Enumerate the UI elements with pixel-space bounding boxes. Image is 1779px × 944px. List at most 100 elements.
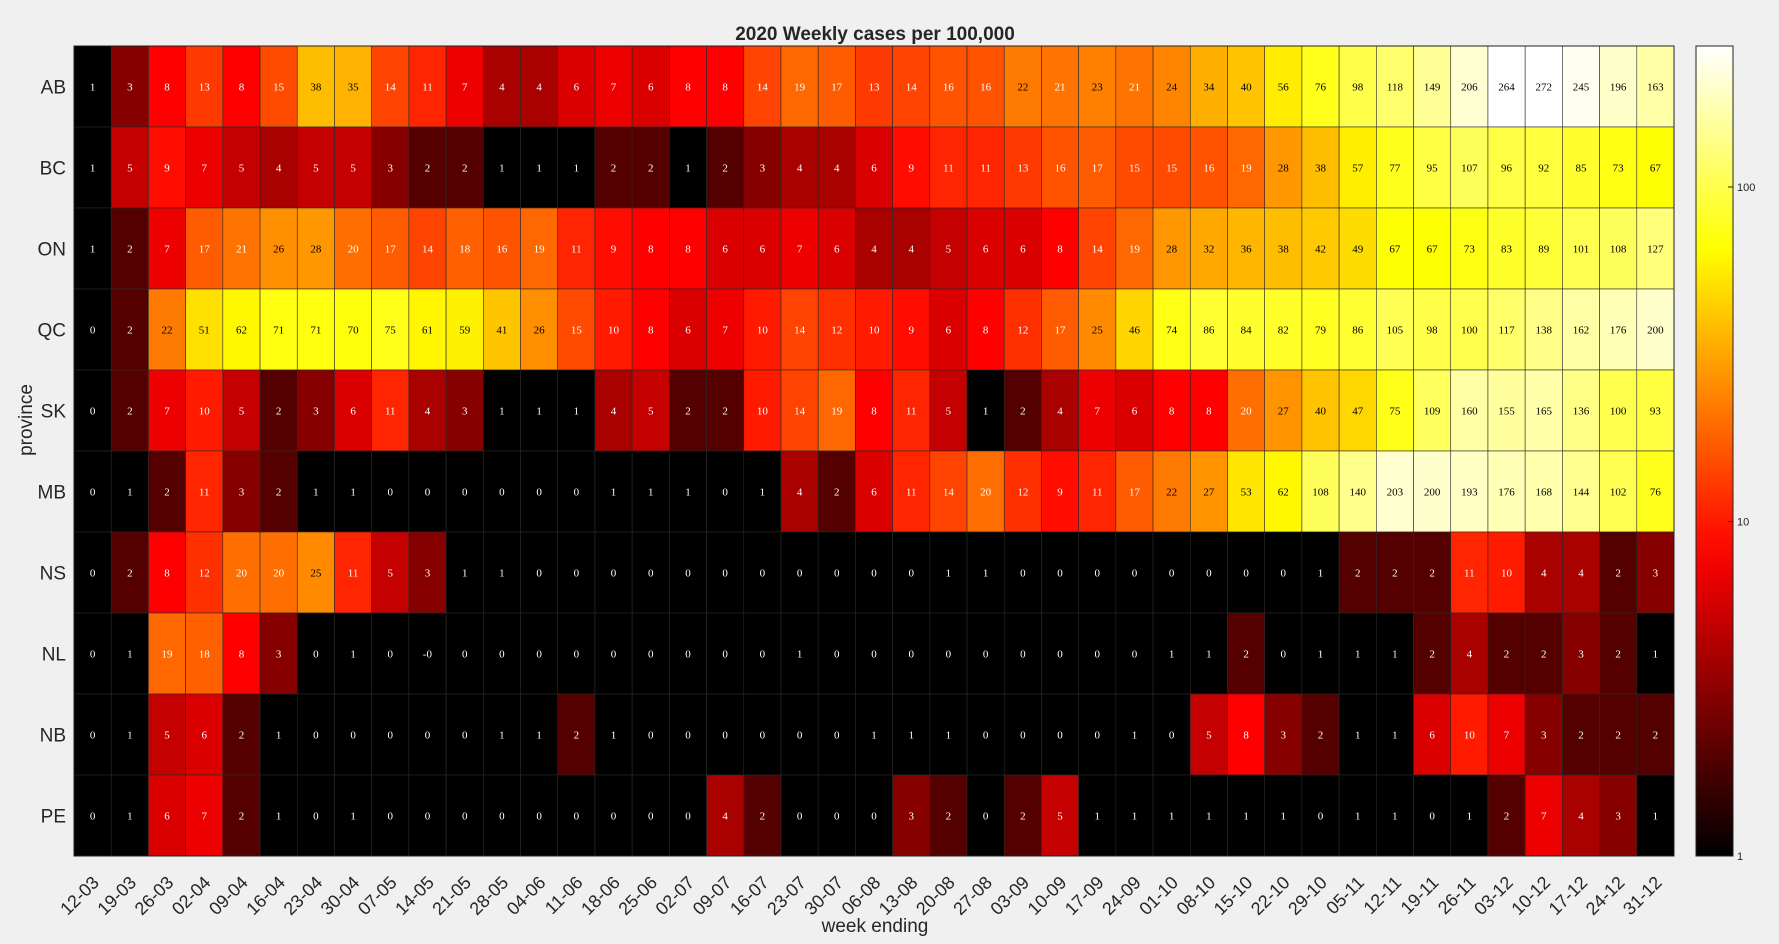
cell-value-label: 245 (1573, 82, 1590, 94)
cell-value-label: 0 (425, 811, 431, 823)
cell-value-label: 0 (313, 649, 319, 661)
heatmap-cell (1487, 531, 1526, 614)
heatmap-cell (1264, 126, 1303, 209)
cell-value-label: 1 (536, 163, 542, 175)
heatmap-cell (929, 126, 968, 209)
cell-value-label: 272 (1536, 82, 1553, 94)
heatmap-cell (1450, 531, 1489, 614)
cell-value-label: 0 (1169, 730, 1175, 742)
heatmap-cell (929, 369, 968, 452)
heatmap-cell (1041, 450, 1079, 533)
heatmap-cell (892, 288, 931, 371)
cell-value-label: 2 (1615, 568, 1621, 580)
cell-value-label: 4 (871, 244, 877, 256)
cell-value-label: 4 (536, 82, 542, 94)
cell-value-label: 1 (462, 568, 468, 580)
cell-value-label: 3 (908, 811, 914, 823)
heatmap-cell (892, 207, 931, 290)
cell-value-label: 0 (983, 649, 989, 661)
cell-value-label: 11 (906, 487, 917, 499)
heatmap-cell (743, 288, 782, 371)
chart-title: 2020 Weekly cases per 100,000 (735, 24, 1015, 45)
heatmap-cell (1003, 531, 1042, 614)
cell-value-label: 8 (685, 82, 691, 94)
heatmap-cell (483, 531, 521, 614)
cell-value-label: 1 (499, 730, 505, 742)
cell-value-label: 0 (648, 811, 654, 823)
cell-value-label: 4 (797, 163, 803, 175)
cell-value-label: 0 (90, 487, 96, 499)
heatmap-cell (222, 531, 261, 614)
cell-value-label: 57 (1352, 163, 1364, 175)
heatmap-cell (148, 207, 186, 290)
cell-value-label: 19 (831, 406, 843, 418)
heatmap-cell (73, 693, 112, 776)
cell-value-label: 56 (1278, 82, 1290, 94)
heatmap-cell (1227, 288, 1265, 371)
heatmap-cell (259, 693, 298, 776)
cell-value-label: 0 (834, 649, 840, 661)
row-tick-label: BC (40, 159, 66, 180)
cell-value-label: 16 (943, 82, 955, 94)
cell-value-label: 7 (462, 82, 468, 94)
heatmap-cell (1636, 288, 1675, 371)
heatmap-cell (855, 45, 893, 128)
cell-value-label: 2 (1504, 811, 1510, 823)
cell-value-label: 3 (276, 649, 282, 661)
cell-value-label: 6 (1020, 244, 1026, 256)
heatmap-cell (706, 288, 745, 371)
cell-value-label: 14 (1092, 244, 1104, 256)
heatmap-cell (1338, 288, 1377, 371)
cell-value-label: 1 (127, 487, 133, 499)
cell-value-label: 0 (536, 649, 542, 661)
colorbar-gradient (1695, 45, 1734, 857)
heatmap-cell (73, 531, 112, 614)
heatmap-cell (817, 369, 856, 452)
cell-value-label: 127 (1647, 244, 1664, 256)
cell-value-label: 47 (1352, 406, 1364, 418)
heatmap-cell (408, 207, 447, 290)
cell-value-label: 6 (871, 487, 877, 499)
cell-value-label: 1 (1169, 811, 1175, 823)
heatmap-cell (1301, 126, 1340, 209)
cell-value-label: 176 (1610, 325, 1627, 337)
heatmap-cell (631, 774, 670, 857)
heatmap-cell (1078, 207, 1117, 290)
cell-value-label: 7 (797, 244, 803, 256)
cell-value-label: 41 (496, 325, 507, 337)
heatmap-cell (631, 450, 670, 533)
cell-value-label: 0 (388, 487, 394, 499)
heatmap-cell (1041, 369, 1079, 452)
heatmap-cell (334, 693, 372, 776)
heatmap-cell (408, 369, 447, 452)
heatmap-cell (557, 612, 596, 695)
cell-value-label: 0 (983, 811, 989, 823)
heatmap-cell (780, 126, 819, 209)
cell-value-label: 2 (1653, 730, 1659, 742)
heatmap-cell (1413, 693, 1452, 776)
cell-value-label: 6 (1132, 406, 1138, 418)
cell-value-label: 11 (1464, 568, 1475, 580)
cell-value-label: 0 (908, 649, 914, 661)
cell-value-label: 19 (794, 82, 806, 94)
heatmap-cell (1450, 693, 1489, 776)
cell-value-label: 7 (1504, 730, 1510, 742)
heatmap-cell (1152, 450, 1191, 533)
heatmap-cell (1636, 126, 1675, 209)
heatmap-cell (73, 450, 112, 533)
cell-value-label: 3 (760, 163, 766, 175)
heatmap-cell (1227, 612, 1265, 695)
heatmap-cell (1338, 612, 1377, 695)
row-tick-label: NS (40, 564, 66, 585)
cell-value-label: 196 (1610, 82, 1627, 94)
cell-value-label: 1 (1206, 649, 1212, 661)
cell-value-label: 1 (797, 649, 803, 661)
cell-value-label: 42 (1315, 244, 1326, 256)
cell-value-label: 0 (1057, 568, 1063, 580)
cell-value-label: 15 (571, 325, 583, 337)
heatmap-cell (669, 531, 707, 614)
heatmap-cell (1227, 207, 1265, 290)
cell-value-label: 7 (611, 82, 617, 94)
cell-value-label: 4 (1578, 811, 1584, 823)
heatmap-cell (73, 612, 112, 695)
